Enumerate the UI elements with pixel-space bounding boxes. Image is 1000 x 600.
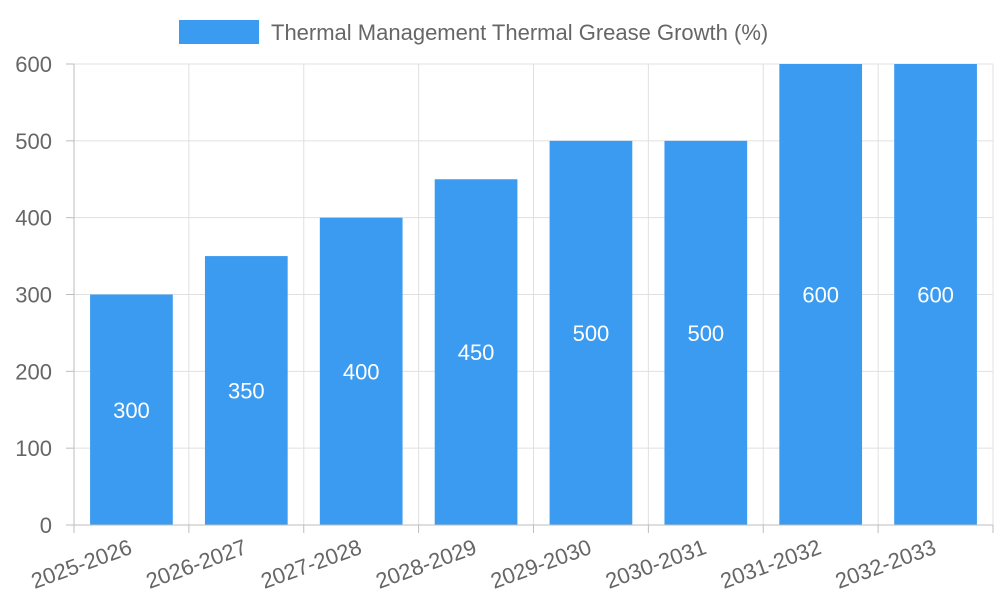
y-tick-label: 400 — [15, 206, 52, 231]
bar-2026-2027[interactable] — [204, 256, 288, 525]
y-axis-ticks: 0 100 200 300 400 500 600 — [15, 52, 74, 538]
x-tick-label: 2028-2029 — [372, 534, 479, 593]
bar-2032-2033[interactable] — [894, 64, 977, 525]
bar-value-label: 400 — [343, 359, 380, 384]
bar-2027-2028[interactable] — [319, 217, 403, 525]
x-tick-label: 2029-2030 — [487, 534, 594, 593]
bar-value-label: 350 — [228, 379, 265, 404]
bar-value-label: 450 — [458, 340, 495, 365]
bar-value-label: 600 — [917, 283, 954, 308]
x-axis-ticks: 2025-2026 2026-2027 2027-2028 2028-2029 2029… — [28, 525, 994, 594]
bar-data-labels: 300 350 400 450 500 500 600 600 — [113, 283, 954, 423]
bar-2028-2029[interactable] — [434, 179, 518, 525]
x-tick-label: 2032-2033 — [832, 534, 939, 593]
bars — [90, 64, 977, 526]
bar-2029-2030[interactable] — [549, 140, 633, 526]
bar-value-label: 300 — [113, 398, 150, 423]
y-tick-label: 600 — [15, 52, 52, 77]
y-tick-label: 300 — [15, 283, 52, 308]
y-tick-label: 500 — [15, 129, 52, 154]
bar-value-label: 500 — [573, 321, 610, 346]
bar-2025-2026[interactable] — [90, 294, 173, 526]
bar-value-label: 600 — [802, 283, 839, 308]
x-tick-label: 2025-2026 — [28, 534, 135, 593]
y-tick-label: 0 — [40, 513, 52, 538]
bar-2031-2032[interactable] — [779, 64, 863, 525]
bar-value-label: 500 — [687, 321, 724, 346]
x-tick-label: 2031-2032 — [717, 534, 824, 593]
legend[interactable]: Thermal Management Thermal Grease Growth… — [179, 20, 768, 45]
x-tick-label: 2026-2027 — [143, 534, 250, 593]
y-tick-label: 100 — [15, 436, 52, 461]
x-tick-label: 2027-2028 — [257, 534, 364, 593]
x-tick-label: 2030-2031 — [602, 534, 709, 593]
bar-2030-2031[interactable] — [664, 140, 748, 526]
legend-swatch[interactable] — [179, 20, 259, 44]
y-tick-label: 200 — [15, 359, 52, 384]
legend-label[interactable]: Thermal Management Thermal Grease Growth… — [271, 20, 768, 45]
